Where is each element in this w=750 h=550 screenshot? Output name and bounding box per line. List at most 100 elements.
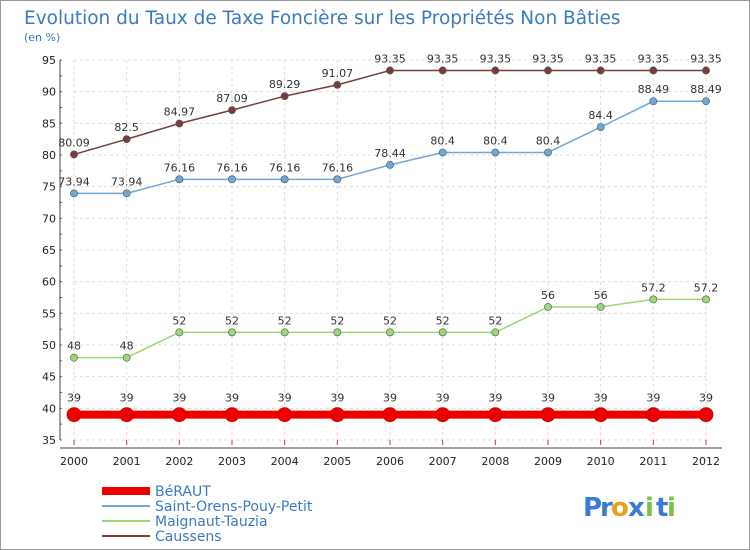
data-label: 39 [541,392,555,405]
data-point [491,148,500,157]
data-label: 88.49 [690,83,722,96]
data-point [386,66,394,75]
data-point [702,66,710,75]
data-label: 39 [594,392,608,405]
y-tick-label: 35 [42,434,56,447]
data-label: 73.94 [58,175,90,188]
logo-letter: x [628,493,645,523]
data-label: 80.4 [483,134,508,147]
y-tick-label: 85 [42,117,56,130]
data-point [596,303,605,311]
data-point [593,407,609,423]
data-point [596,123,605,132]
y-tick-label: 80 [42,149,56,162]
data-label: 93.35 [638,52,670,65]
x-tick-label: 2002 [165,455,193,468]
data-label: 39 [646,392,660,405]
data-label: 76.16 [164,161,196,174]
data-point [119,407,135,423]
data-label: 52 [383,314,397,327]
data-point [544,303,552,311]
series-lines [66,66,714,423]
data-point [435,407,451,423]
data-label: 39 [278,392,292,405]
data-point [228,175,236,184]
data-label: 57.2 [641,281,666,294]
x-tick-label: 2003 [218,455,246,468]
data-label: 93.35 [480,52,512,65]
logo-letter: i [667,493,676,523]
data-point [698,407,714,423]
data-label: 80.4 [536,134,561,147]
data-label: 84.4 [588,109,613,122]
x-tick-label: 2001 [113,455,141,468]
logo-letter: i [645,493,654,523]
data-label: 82.5 [114,121,139,134]
legend-label-1: BéRAUT [155,484,211,500]
data-point [382,407,398,423]
data-label: 52 [225,314,239,327]
data-label: 93.35 [585,52,617,65]
data-label: 76.16 [216,161,248,174]
data-point [70,353,78,362]
data-label: 39 [330,392,344,405]
data-point [122,189,131,198]
x-tick-label: 2010 [587,455,615,468]
y-tick-label: 45 [42,371,56,384]
data-point [280,92,289,101]
logo-letter: o [611,493,629,523]
y-tick-label: 40 [42,402,56,415]
data-point [175,119,184,128]
data-label: 39 [67,392,81,405]
data-point [329,407,345,423]
data-point [438,66,447,75]
data-point [280,175,289,184]
legend: BéRAUTSaint-Orens-Pouy-PetitMaignaut-Tau… [102,484,313,545]
data-label: 48 [120,340,134,353]
logo-letter: r [600,493,613,523]
y-tick-label: 50 [42,339,56,352]
data-label: 39 [488,392,502,405]
y-tick-label: 70 [42,212,56,225]
data-point [438,328,447,337]
data-point [228,328,236,337]
x-tick-label: 2004 [271,455,299,468]
data-point [224,407,240,423]
data-label: 39 [172,392,186,405]
data-label: 52 [330,314,344,327]
data-point [70,189,78,198]
axes: 35 40 45 50 55 60 65 70 75 80 85 90 95 2000 2001 2002 20… [42,54,722,468]
data-point [175,328,184,337]
data-label: 88.49 [638,83,670,96]
data-label: 91.07 [322,67,354,80]
data-point [596,66,605,75]
data-point [491,66,500,75]
data-label: 39 [225,392,239,405]
data-label: 52 [172,314,186,327]
data-label: 76.16 [269,161,301,174]
data-point [175,175,184,184]
data-point [122,135,131,144]
proxiti-logo: Pro x i ti [583,493,676,523]
data-point [649,97,658,106]
data-point [280,328,289,337]
x-tick-label: 2000 [60,455,88,468]
data-point [438,148,447,157]
data-point [122,353,131,362]
x-tick-label: 2006 [376,455,404,468]
legend-label-4: Caussens [155,529,222,545]
data-label: 87.09 [216,92,248,105]
data-point [487,407,503,423]
data-point [702,295,710,304]
data-label: 89.29 [269,78,301,91]
data-point [649,66,658,75]
data-label: 80.09 [58,136,90,149]
data-point [333,175,342,184]
data-label: 52 [278,314,292,327]
data-label: 48 [67,340,81,353]
y-tick-label: 55 [42,307,56,320]
data-point [540,407,556,423]
data-point [649,295,658,304]
x-tick-label: 2005 [323,455,351,468]
